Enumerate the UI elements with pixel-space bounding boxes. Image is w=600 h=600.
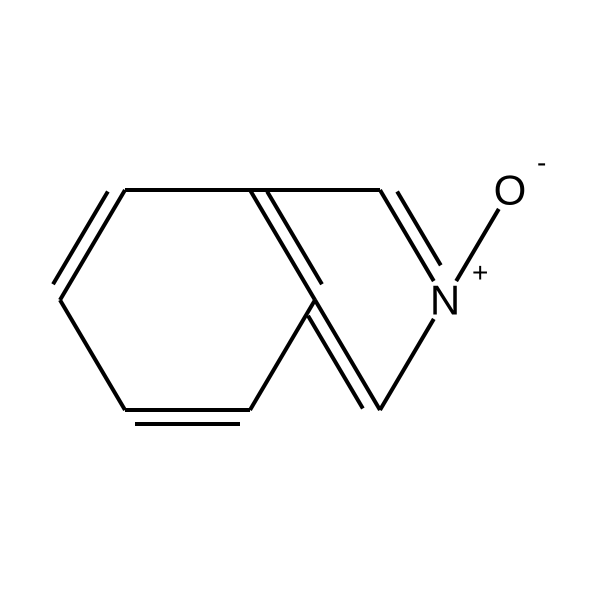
bond-c9-c4-inner [308,316,363,409]
charge-o: - [537,147,546,178]
bond-c3-c4 [250,190,315,300]
bond-c3-c4-inner [267,191,322,284]
atom-label-n: N [430,277,460,324]
bond-n-c9 [380,319,434,410]
bond-c1-c2-inner [53,191,108,284]
bond-c6-c1 [60,300,125,410]
charge-n: + [472,257,488,288]
bond-c7-n [380,190,434,281]
atom-label-o: O [494,167,527,214]
bond-c4-c5 [250,300,315,410]
labels-layer: N + O- [430,147,547,324]
bond-c9-c4 [315,300,380,410]
bond-c1-c2 [60,190,125,300]
chemical-structure-diagram: N + O- [0,0,600,600]
